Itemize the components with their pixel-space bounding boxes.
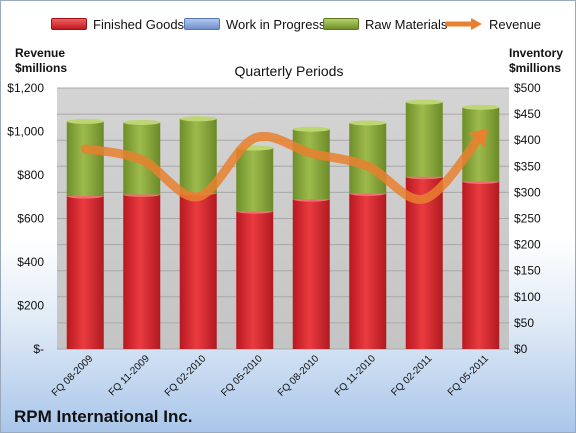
bar-raw-materials-cap [179,116,217,122]
right-tick-label: $150 [514,264,541,278]
revenue-line [80,128,488,204]
bar-raw-materials [405,102,443,177]
right-tick-label: $100 [514,290,541,304]
bar-finished-goods [349,193,387,349]
x-tick-label: FQ 02-2011 [389,353,434,398]
left-tick-label: $1,000 [7,125,44,139]
legend-label-wip: Work in Progress [226,16,326,32]
legend-label-revenue: Revenue [489,16,542,32]
bar-raw-materials [292,129,330,200]
revenue-arrowhead [468,128,488,148]
right-tick-label: $500 [514,81,541,95]
legend-swatch-raw [323,18,359,30]
bar-raw-materials [179,118,217,193]
bar-finished-goods [123,194,161,349]
bar-raw-materials-cap [349,120,387,126]
bar-raw-materials-cap [66,118,104,124]
left-tick-label: $200 [17,299,44,313]
right-tick-label: $300 [514,185,541,199]
chart-title: Quarterly Periods [234,63,344,79]
bar-finished-goods [405,176,443,349]
right-tick-label: $250 [514,212,541,226]
legend-revenue-arrow-icon [445,18,482,30]
right-tick-label: $400 [514,133,541,147]
x-tick-label: FQ 02-2010 [163,353,209,399]
bar-finished-goods [179,192,217,349]
legend-work-in-progress: Work in Progress [184,14,325,34]
left-tick-label: $400 [17,255,44,269]
bar-raw-materials [236,148,274,212]
bar-raw-materials-cap [123,119,161,125]
right-axis-title: Inventory $millions [509,46,564,75]
x-tick-label: FQ 11-2009 [107,353,152,398]
bars [66,99,500,349]
x-tick-label: FQ 08-2010 [276,353,322,399]
x-tick-label: FQ 08-2009 [50,353,96,399]
legend-raw-materials: Raw Materials [323,14,447,34]
right-tick-label: $50 [514,316,534,330]
legend-revenue: Revenue [445,14,541,34]
left-tick-label: $1,200 [7,81,44,95]
right-tick-label: $450 [514,107,541,121]
right-tick-label: $200 [514,238,541,252]
left-axis-title: Revenue $millions [15,46,68,75]
revenue-line-path [80,131,486,204]
left-tick-label: $800 [17,168,44,182]
x-tick-label: FQ 05-2010 [219,353,265,399]
legend-swatch-wip [184,18,220,30]
bar-finished-goods [292,199,330,349]
bar-finished-goods [66,196,104,349]
left-tick-label: $600 [17,212,44,226]
bar-raw-materials-cap [292,126,330,132]
bar-finished-goods [462,181,500,349]
legend-label-raw: Raw Materials [365,16,448,32]
right-tick-label: $350 [514,159,541,173]
legend: Finished Goods Work in Progress Raw Mate… [1,14,575,34]
legend-swatch-finished [51,18,87,30]
bar-raw-materials-cap [462,104,500,110]
bar-raw-materials-cap [405,99,443,105]
legend-label-finished: Finished Goods [93,16,185,32]
bar-raw-materials [66,121,104,197]
bar-raw-materials [462,107,500,182]
x-tick-label: FQ 11-2010 [333,353,378,398]
right-tick-label: $0 [514,342,528,356]
company-name: RPM International Inc. [14,407,193,426]
legend-finished-goods: Finished Goods [51,14,184,34]
x-tick-label: FQ 05-2011 [446,353,491,398]
left-tick-label: $- [33,342,44,356]
bar-finished-goods [236,211,274,349]
